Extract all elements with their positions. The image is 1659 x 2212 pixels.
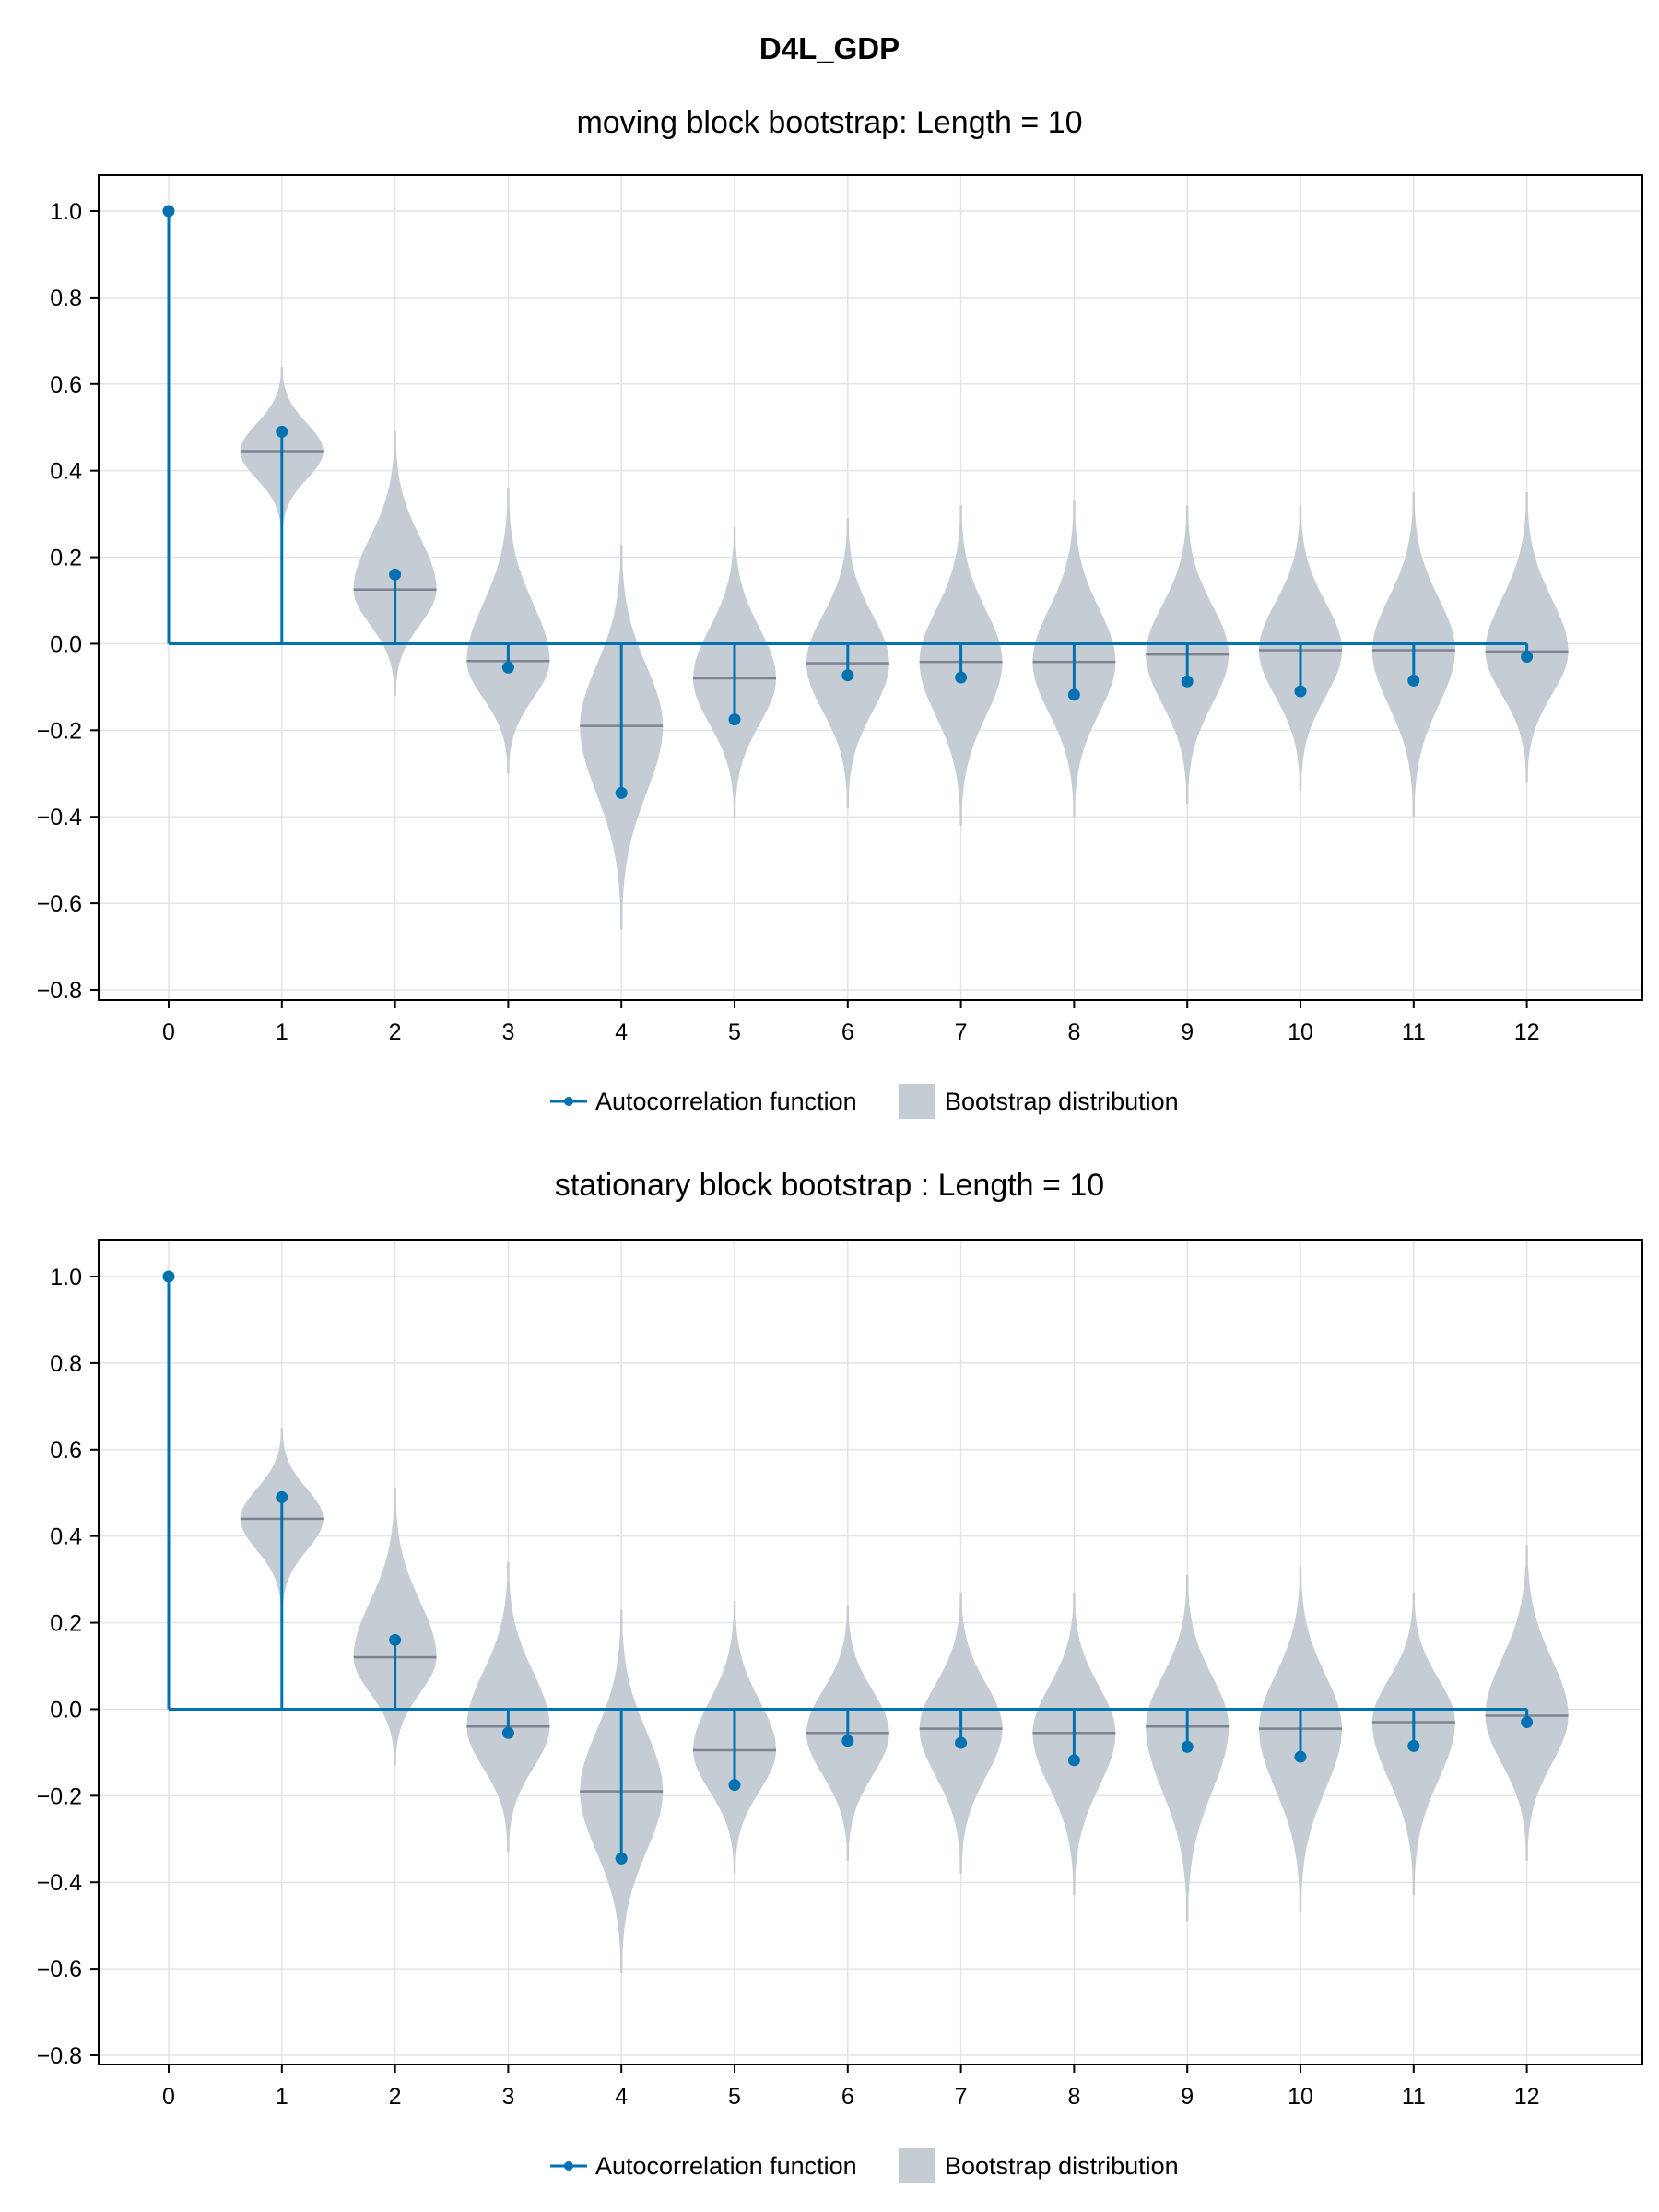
acf-point <box>276 1490 288 1503</box>
acf-point <box>615 786 628 799</box>
y-tick-label: 1.0 <box>50 199 82 225</box>
acf-point <box>1521 1716 1534 1729</box>
plot-frame <box>98 1239 1643 2065</box>
y-tick-label: 0.0 <box>50 1697 82 1723</box>
y-tick-label: −0.8 <box>37 2043 82 2069</box>
panel-2-plot: −0.8−0.6−0.4−0.20.00.20.40.60.81.00 1 2 3 4 5… <box>37 1239 1643 2110</box>
x-tick-label: 3 <box>501 1019 514 1045</box>
y-tick-label: 0.2 <box>50 1611 82 1637</box>
y-tick-label: −0.6 <box>37 891 82 917</box>
legend-bootstrap-label: Bootstrap distribution <box>945 2152 1179 2180</box>
acf-point <box>1181 675 1194 688</box>
acf-point <box>1067 1754 1080 1767</box>
acf-point <box>728 713 741 726</box>
panel-2-legend: Autocorrelation function Bootstrap distr… <box>550 2148 1179 2183</box>
acf-point <box>162 205 175 218</box>
x-tick-label: 6 <box>841 1019 854 1045</box>
y-tick-label: −0.8 <box>37 978 82 1004</box>
x-tick-label: 8 <box>1067 2084 1080 2110</box>
bootstrap-violin <box>466 488 550 774</box>
x-tick-label: 12 <box>1514 2084 1540 2110</box>
acf-point <box>615 1852 628 1865</box>
acf-point <box>1407 674 1420 687</box>
bootstrap-violin <box>1485 1545 1569 1861</box>
bootstrap-violin <box>353 431 437 696</box>
x-tick-label: 0 <box>162 2084 175 2110</box>
x-tick-label: 0 <box>162 1019 175 1045</box>
x-tick-label: 10 <box>1288 1019 1313 1045</box>
acf-point <box>841 1735 854 1747</box>
acf-point <box>1294 1750 1307 1763</box>
plot-frame <box>98 174 1643 1001</box>
acf-point <box>389 568 402 581</box>
acf-point <box>1294 685 1307 698</box>
legend-bootstrap-swatch <box>899 2148 935 2183</box>
acf-point <box>162 1270 175 1283</box>
x-tick-label: 9 <box>1181 2084 1194 2110</box>
y-tick-label: −0.4 <box>37 1870 82 1896</box>
x-tick-label: 8 <box>1067 1019 1080 1045</box>
acf-point <box>501 1726 514 1739</box>
figure-title: D4L_GDP <box>759 31 900 65</box>
x-tick-label: 11 <box>1402 2084 1426 2110</box>
acf-point <box>276 425 288 438</box>
x-tick-label: 7 <box>955 1019 968 1045</box>
y-tick-label: 0.4 <box>50 1524 82 1550</box>
legend-acf-marker <box>564 1097 573 1106</box>
y-tick-label: 0.8 <box>50 1351 82 1377</box>
y-tick-label: −0.2 <box>37 1783 82 1809</box>
acf-point <box>1407 1739 1420 1752</box>
x-tick-label: 7 <box>955 2084 968 2110</box>
bootstrap-violin <box>353 1488 437 1766</box>
x-tick-label: 1 <box>276 1019 288 1045</box>
acf-point <box>1067 688 1080 701</box>
acf-point <box>389 1633 402 1646</box>
y-tick-label: −0.6 <box>37 1957 82 1983</box>
x-tick-label: 1 <box>276 2084 288 2110</box>
acf-point <box>955 671 968 684</box>
x-tick-label: 9 <box>1181 1019 1194 1045</box>
legend-acf-marker <box>564 2161 573 2171</box>
y-tick-label: 0.0 <box>50 631 82 657</box>
y-tick-label: 0.2 <box>50 546 82 571</box>
x-tick-label: 2 <box>389 1019 402 1045</box>
legend-bootstrap-label: Bootstrap distribution <box>945 1088 1179 1115</box>
x-tick-label: 10 <box>1288 2084 1313 2110</box>
acf-point <box>1181 1740 1194 1753</box>
acf-point <box>501 661 514 674</box>
acf-point <box>841 669 854 682</box>
y-tick-label: 1.0 <box>50 1265 82 1290</box>
x-tick-label: 11 <box>1402 1019 1426 1045</box>
panel-1-legend: Autocorrelation function Bootstrap distr… <box>550 1084 1179 1119</box>
legend-acf-label: Autocorrelation function <box>595 1088 857 1115</box>
x-tick-label: 2 <box>389 2084 402 2110</box>
acf-point <box>1521 651 1534 664</box>
y-tick-label: 0.8 <box>50 286 82 312</box>
y-tick-label: 0.6 <box>50 1438 82 1464</box>
y-tick-label: 0.4 <box>50 459 82 485</box>
x-tick-label: 5 <box>728 1019 741 1045</box>
acf-point <box>728 1779 741 1792</box>
x-tick-label: 4 <box>615 1019 628 1045</box>
bootstrap-violin <box>466 1561 550 1853</box>
panel-2-title: stationary block bootstrap : Length = 10 <box>555 1168 1104 1203</box>
x-tick-label: 5 <box>728 2084 741 2110</box>
x-tick-label: 3 <box>501 2084 514 2110</box>
y-tick-label: −0.4 <box>37 805 82 830</box>
legend-acf-label: Autocorrelation function <box>595 2152 857 2180</box>
y-tick-label: 0.6 <box>50 372 82 398</box>
legend-bootstrap-swatch <box>899 1084 935 1119</box>
acf-point <box>955 1736 968 1749</box>
bootstrap-violin <box>1485 492 1569 782</box>
x-tick-label: 12 <box>1514 1019 1540 1045</box>
x-tick-label: 4 <box>615 2084 628 2110</box>
panel-1-plot: −0.8−0.6−0.4−0.20.00.20.40.60.81.00 1 2 3 4 5… <box>37 174 1643 1045</box>
y-tick-label: −0.2 <box>37 718 82 744</box>
x-tick-label: 6 <box>841 2084 854 2110</box>
panel-1-title: moving block bootstrap: Length = 10 <box>576 105 1082 140</box>
